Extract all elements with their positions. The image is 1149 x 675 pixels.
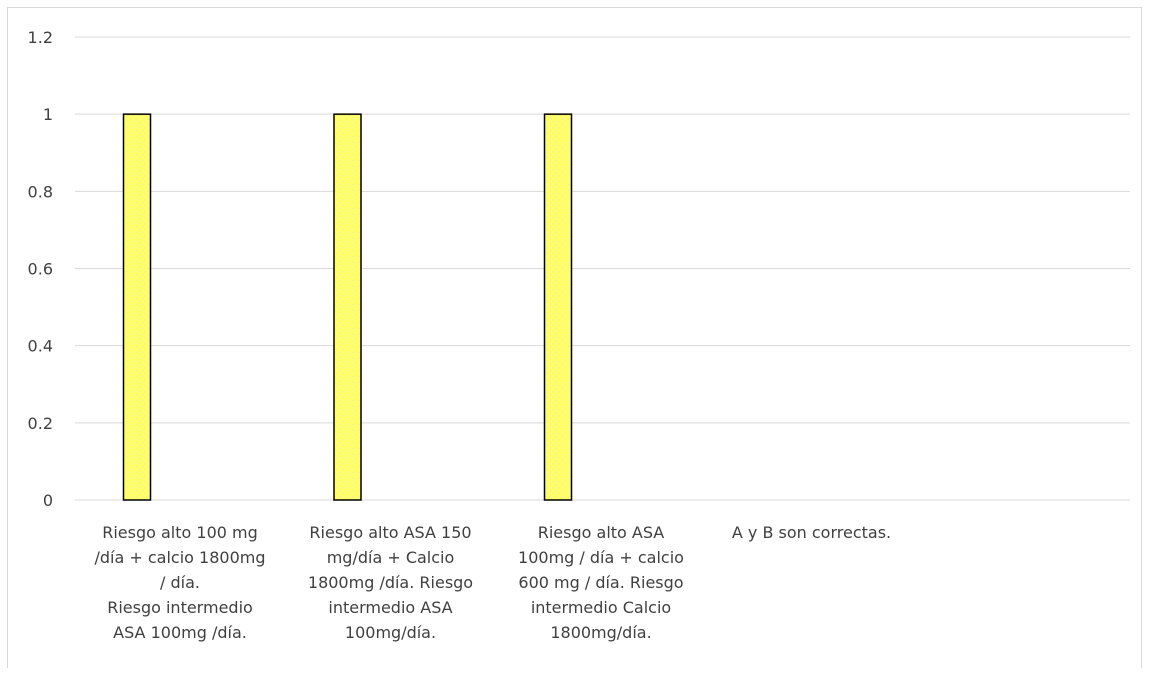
x-tick-label-line: / día. <box>160 573 200 592</box>
grid-lines <box>75 36 1130 501</box>
bar <box>122 113 152 501</box>
x-tick-label: Riesgo alto ASA 150 mg/día + Calcio 1800mg… <box>276 520 506 645</box>
x-tick-label-line: Riesgo alto ASA <box>537 523 665 542</box>
x-tick-label: Riesgo alto 100 mg/día + calcio 1800mg / … <box>65 520 295 645</box>
x-tick-label-line: mg/día + Calcio <box>326 548 455 567</box>
x-tick-label-line: 100mg/día. <box>344 623 437 642</box>
y-axis-ticks: 0 0.2 0.4 0.6 0.8 1 1.2 <box>28 28 53 510</box>
x-tick-label-line: Riesgo intermedio <box>107 598 253 617</box>
x-tick-label-line: Riesgo alto 100 mg <box>102 523 258 542</box>
x-tick-label-line: 600 mg / día. Riesgo <box>518 573 684 592</box>
x-tick-label: A y B son correctas. <box>697 520 927 545</box>
chart-frame <box>7 7 1142 668</box>
y-tick-label: 0.4 <box>28 337 53 356</box>
y-tick-label: 1 <box>43 105 53 124</box>
x-tick-label-line: ASA 100mg /día. <box>113 623 247 642</box>
x-tick-label-line: 100mg / día + calcio <box>518 548 684 567</box>
bar <box>543 113 573 501</box>
bar <box>333 113 362 501</box>
x-tick-label-line: intermedio Calcio <box>530 598 672 617</box>
x-tick-label-line: 1800mg/día. <box>550 623 652 642</box>
x-tick-label-line: 1800mg /día. Riesgo <box>307 573 474 592</box>
y-tick-label: 0.6 <box>28 260 53 279</box>
y-tick-label: 0 <box>43 491 53 510</box>
x-tick-label: Riesgo alto ASA 100mg / día + calcio 600 m… <box>486 520 716 645</box>
x-tick-label-line: A y B son correctas. <box>731 523 892 542</box>
x-tick-label-line: Riesgo alto ASA 150 <box>309 523 472 542</box>
x-tick-label-line: /día + calcio 1800mg <box>94 548 266 567</box>
bars <box>122 113 573 501</box>
y-tick-label: 0.8 <box>28 182 53 201</box>
y-tick-label: 1.2 <box>28 28 53 47</box>
x-tick-label-line: intermedio ASA <box>328 598 453 617</box>
y-tick-label: 0.2 <box>28 414 53 433</box>
